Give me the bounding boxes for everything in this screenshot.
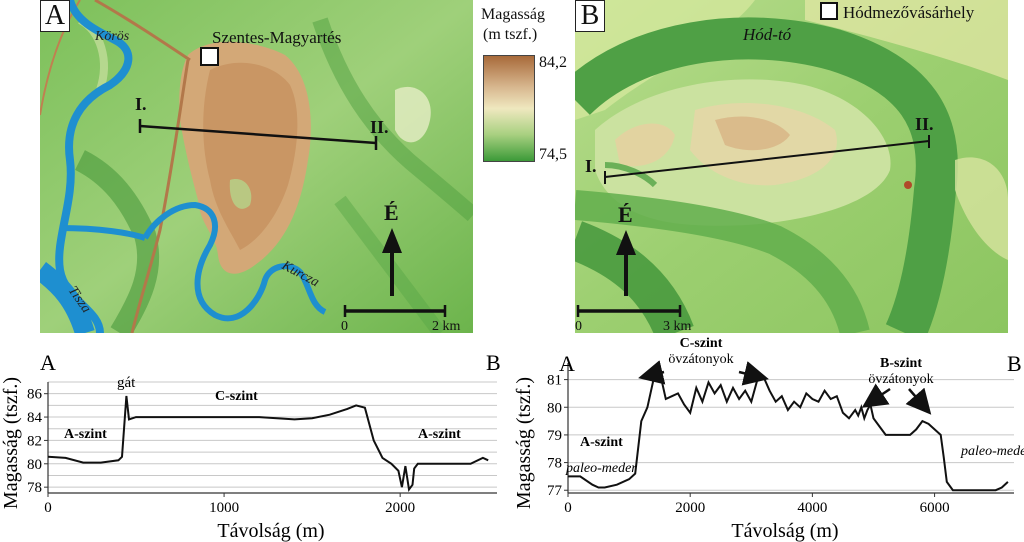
map-a: Körös Tisza Kurcza Szentes-Magyartés I. … bbox=[40, 0, 473, 333]
chart-b-annot-paleo-meder-right: paleo-meder bbox=[960, 444, 1024, 459]
chart-a-ylabel: Magasság (tszf.) bbox=[0, 377, 22, 509]
panel-letter-a: A bbox=[40, 0, 70, 32]
legend-min-label: 74,5 bbox=[539, 146, 567, 163]
y-tick-label: 78 bbox=[547, 456, 562, 472]
chart-b-right-letter: B bbox=[1007, 351, 1022, 376]
y-tick-label: 86 bbox=[27, 387, 43, 403]
map-a-terrain: Körös Tisza Kurcza Szentes-Magyartés I. … bbox=[40, 0, 473, 333]
chart-b-annot-paleo-meder-left: paleo-meder bbox=[565, 461, 637, 476]
panel-letter-b: B bbox=[575, 0, 605, 32]
town-marker-b bbox=[820, 2, 838, 20]
scale-start-a: 0 bbox=[341, 319, 348, 333]
chart-a-left-letter: A bbox=[40, 350, 56, 375]
chart-b-left-letter: A bbox=[559, 351, 575, 376]
chart-a-right-letter: B bbox=[486, 350, 501, 375]
chart-a-annot-a-szint-left: A-szint bbox=[64, 427, 107, 442]
y-tick-label: 84 bbox=[27, 410, 43, 426]
legend-max-label: 84,2 bbox=[539, 54, 567, 71]
map-b: Hódmezővásárhely Hód-tó I. II. É 0 3 km bbox=[575, 0, 1008, 333]
profile-end-label-a: II. bbox=[370, 117, 389, 137]
map-b-terrain: Hódmezővásárhely Hód-tó I. II. É 0 3 km bbox=[575, 0, 1008, 333]
town-marker-a bbox=[200, 47, 219, 66]
chart-a-annot-gat: gát bbox=[117, 375, 136, 391]
x-tick-label: 2000 bbox=[385, 500, 415, 516]
legend-title-line2: (m tszf.) bbox=[483, 26, 538, 43]
lake-label-hod-to: Hód-tó bbox=[742, 25, 792, 44]
chart-b-annot-ovzatonyok-c: övzátonyok bbox=[668, 352, 733, 367]
x-tick-label: 4000 bbox=[797, 500, 827, 516]
town-label-b: Hódmezővásárhely bbox=[843, 3, 975, 22]
chart-b-ylabel: Magasság (tszf.) bbox=[514, 377, 535, 509]
profile-start-label-b: I. bbox=[585, 156, 597, 176]
scale-end-a: 2 km bbox=[432, 319, 461, 333]
scale-end-b: 3 km bbox=[663, 319, 692, 333]
chart-a-xlabel: Távolság (m) bbox=[217, 520, 324, 542]
y-tick-label: 78 bbox=[27, 480, 42, 496]
chart-a-annot-a-szint-right: A-szint bbox=[418, 427, 461, 442]
x-tick-label: 1000 bbox=[209, 500, 239, 516]
y-tick-label: 81 bbox=[547, 373, 562, 389]
chart-b-annot-a-szint: A-szint bbox=[580, 435, 623, 450]
y-tick-label: 77 bbox=[547, 483, 563, 499]
north-label-a: É bbox=[384, 200, 399, 225]
scale-start-b: 0 bbox=[575, 319, 582, 333]
profile-end-label-b: II. bbox=[915, 114, 934, 134]
x-tick-label: 0 bbox=[44, 500, 52, 516]
town-label-a: Szentes-Magyartés bbox=[212, 28, 341, 47]
chart-b-annot-paleo-meder-right-line: paleo-meder bbox=[960, 444, 1024, 459]
legend-title-line1: Magasság bbox=[481, 6, 545, 23]
profile-line-a bbox=[47, 395, 489, 493]
chart-b-xlabel: Távolság (m) bbox=[731, 520, 838, 542]
chart-a-annot-c-szint: C-szint bbox=[215, 389, 258, 404]
legend-color-ramp bbox=[483, 55, 535, 162]
north-label-b: É bbox=[618, 202, 633, 227]
x-tick-label: 2000 bbox=[675, 500, 705, 516]
y-tick-label: 79 bbox=[547, 428, 562, 444]
profile-start-label-a: I. bbox=[135, 94, 147, 114]
x-tick-label: 0 bbox=[564, 500, 572, 516]
y-tick-label: 80 bbox=[547, 400, 562, 416]
profile-chart-b: 77 78 79 80 81 0 2000 4000 6000 A B Magasság (ts… bbox=[514, 336, 1024, 542]
y-tick-label: 80 bbox=[27, 457, 42, 473]
chart-b-annot-c-szint: C-szint bbox=[680, 336, 723, 351]
profile-chart-a: 78 80 82 84 86 0 1000 2000 A B Magasság (tszf.)… bbox=[0, 350, 501, 542]
x-tick-label: 6000 bbox=[920, 500, 950, 516]
chart-b-annot-ovzatonyok-b: övzátonyok bbox=[868, 372, 933, 387]
y-tick-label: 82 bbox=[27, 433, 42, 449]
chart-b-annot-b-szint: B-szint bbox=[880, 356, 922, 371]
river-label-koros: Körös bbox=[94, 29, 130, 44]
